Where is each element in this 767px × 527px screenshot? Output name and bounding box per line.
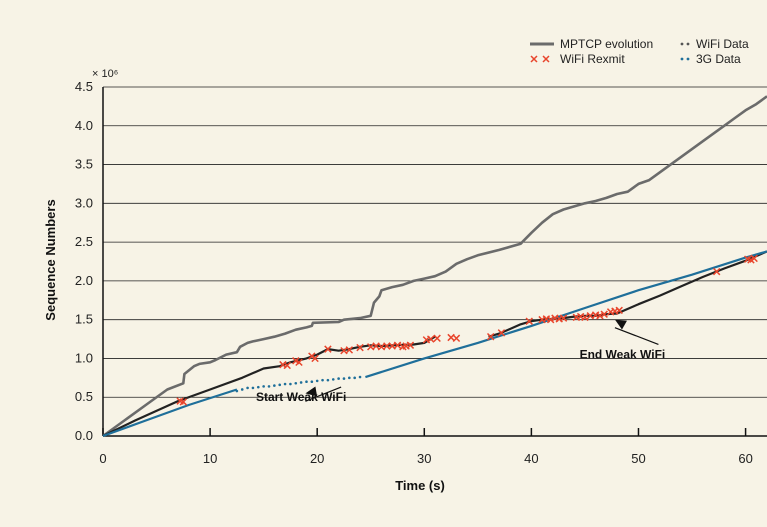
legend-swatch	[680, 42, 684, 46]
y-tick-label: 3.5	[75, 157, 93, 172]
data-point	[235, 389, 239, 393]
legend-label: WiFi Data	[696, 37, 749, 51]
legend-label: 3G Data	[696, 52, 741, 66]
series-line	[365, 250, 767, 379]
data-point	[278, 383, 282, 387]
annotation-arrow-head	[305, 386, 318, 397]
rexmit-marker	[546, 315, 555, 324]
series-line	[102, 335, 436, 437]
x-tick-label: 10	[203, 451, 217, 466]
data-point	[262, 385, 265, 388]
series-line	[102, 95, 767, 438]
rexmit-marker	[324, 345, 332, 353]
rexmit-marker	[406, 341, 415, 349]
data-point	[321, 378, 324, 382]
data-point	[294, 381, 298, 385]
x-tick-label: 0	[99, 451, 106, 466]
rexmit-marker	[295, 358, 303, 367]
rexmit-marker	[750, 254, 758, 263]
rexmit-marker	[525, 317, 533, 325]
data-point	[358, 375, 362, 379]
y-tick-label: 2.0	[75, 273, 93, 288]
data-point	[267, 385, 271, 388]
rexmit-marker	[497, 329, 506, 337]
data-point	[289, 382, 292, 386]
annotation-arrow-head	[614, 319, 627, 330]
x-axis-title: Time (s)	[395, 478, 445, 493]
data-point	[348, 376, 351, 380]
legend-swatch	[542, 55, 550, 63]
legend-label: WiFi Rexmit	[560, 52, 625, 66]
y-tick-label: 2.5	[75, 234, 93, 249]
legend-swatch	[686, 57, 690, 61]
annotation-arrow-line	[614, 327, 659, 346]
legend-swatch	[530, 55, 538, 63]
x-tick-label: 50	[631, 451, 645, 466]
y-tick-label: 0.0	[75, 428, 93, 443]
y-axis-scale-label: × 10⁶	[92, 68, 118, 80]
data-point	[273, 384, 276, 387]
data-point	[240, 388, 244, 391]
annotation-label: Start Weak WiFi	[256, 390, 346, 404]
data-point	[315, 379, 319, 383]
y-axis-title: Sequence Numbers	[43, 199, 58, 320]
legend-label: MPTCP evolution	[560, 37, 653, 51]
data-point	[251, 386, 255, 390]
rexmit-marker	[433, 334, 441, 343]
rexmit-marker	[283, 361, 291, 370]
data-point	[246, 386, 249, 390]
data-point	[331, 378, 335, 381]
legend-item: 3G Data	[680, 52, 741, 66]
rexmit-marker	[486, 332, 495, 341]
legend-item: WiFi Data	[680, 37, 749, 51]
legend-item: MPTCP evolution	[530, 37, 653, 51]
axes: Sequence Numbers Time (s) × 10⁶ 0.0 0.5 1.…	[43, 68, 753, 493]
y-tick-label: 3.0	[75, 195, 93, 210]
legend-swatch	[680, 57, 684, 61]
rexmit-marker	[452, 334, 461, 343]
data-point	[305, 380, 308, 384]
y-tick-label: 4.5	[75, 79, 93, 94]
rexmit-marker	[383, 342, 391, 350]
data-point	[337, 377, 340, 380]
data-point	[310, 380, 314, 384]
data-point	[299, 381, 303, 384]
rexmit-marker	[393, 341, 402, 349]
rexmit-marker	[356, 343, 364, 352]
annotations: Start Weak WiFi End Weak WiFi	[256, 319, 666, 404]
plot-series	[102, 95, 767, 438]
gridlines	[103, 86, 767, 437]
rexmit-marker	[600, 310, 608, 318]
x-tick-label: 30	[417, 451, 431, 466]
data-point	[326, 378, 330, 382]
legend-swatch	[686, 42, 690, 46]
y-tick-label: 0.5	[75, 389, 93, 404]
annotation-arrow-line	[305, 386, 342, 402]
rexmit-marker	[559, 314, 568, 322]
rexmit-marker	[596, 312, 604, 320]
rexmit-marker	[426, 335, 435, 343]
series-line	[102, 388, 238, 438]
legend: MPTCP evolution WiFi Data WiFi Rexmit 3G Da…	[530, 37, 749, 66]
y-tick-label: 4.0	[75, 118, 93, 133]
rexmit-marker	[179, 398, 188, 406]
rexmit-marker	[345, 346, 354, 354]
rexmit-marker	[311, 354, 319, 363]
data-point	[283, 382, 287, 386]
annotation-label: End Weak WiFi	[580, 347, 666, 361]
rexmit-marker	[712, 267, 721, 276]
legend-item: WiFi Rexmit	[530, 52, 625, 66]
y-tick-label: 1.5	[75, 312, 93, 327]
x-tick-label: 20	[310, 451, 324, 466]
y-tick-label: 1.0	[75, 350, 93, 365]
rexmit-marker	[581, 313, 589, 322]
rexmit-marker	[615, 306, 623, 315]
x-tick-label: 40	[524, 451, 538, 466]
data-point	[353, 376, 356, 380]
data-point	[342, 377, 346, 380]
data-point	[256, 385, 260, 389]
x-tick-label: 60	[738, 451, 752, 466]
